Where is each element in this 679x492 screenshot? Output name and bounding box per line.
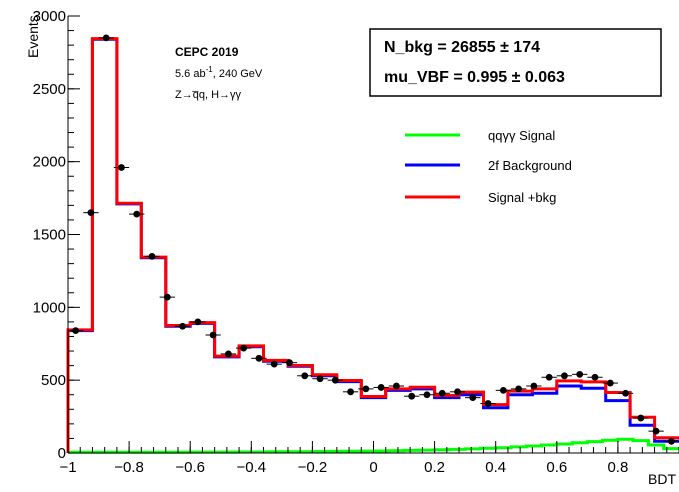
data-point xyxy=(163,293,171,301)
lumi-exponent: -1 xyxy=(206,65,214,74)
data-point xyxy=(194,318,202,326)
y-axis-title: Events xyxy=(25,15,41,58)
data-point xyxy=(316,375,324,383)
background-step-line xyxy=(66,37,679,453)
data-point xyxy=(499,386,507,394)
data-point xyxy=(408,392,416,400)
data-point xyxy=(118,164,125,171)
data-point xyxy=(148,252,156,260)
data-point xyxy=(591,373,599,381)
data-point xyxy=(637,414,645,422)
y-tick-label: 3000 xyxy=(33,8,66,25)
lumi-prefix: 5.6 ab xyxy=(175,68,206,80)
data-point xyxy=(209,331,217,339)
axes: −1 −0.8 −0.6 −0.4 −0.2 0 0.2 0.4 0.6 0.8 0 500 1000 1… xyxy=(33,8,679,476)
data-point xyxy=(652,427,660,435)
signal-step-line xyxy=(66,437,679,454)
stats-muvbf: mu_VBF = 0.995 ± 0.063 xyxy=(384,69,565,86)
data-point xyxy=(530,382,538,390)
x-tick-label: 0.2 xyxy=(424,459,445,476)
data-point xyxy=(667,437,675,445)
data-point xyxy=(576,370,584,378)
legend: qqγγ Signal 2f Background Signal +bkg xyxy=(405,128,572,205)
y-tick-label: 0 xyxy=(58,445,66,462)
background-histogram xyxy=(66,37,679,453)
data-point xyxy=(286,359,293,367)
stats-nbkg: N_bkg = 26855 ± 174 xyxy=(384,39,540,56)
data-point xyxy=(545,373,553,381)
data-point xyxy=(377,384,385,391)
data-point xyxy=(362,385,370,393)
x-tick-label: 0 xyxy=(369,459,377,476)
data-point xyxy=(561,372,568,380)
data-point xyxy=(454,388,461,396)
y-tick-label: 500 xyxy=(41,372,66,389)
data-point xyxy=(72,327,80,335)
x-tick-label: 0.6 xyxy=(546,459,567,476)
data-point xyxy=(393,382,400,390)
x-tick-label: −1 xyxy=(59,459,76,476)
lumi-suffix: , 240 GeV xyxy=(213,68,263,80)
lumi-label: 5.6 ab-1, 240 GeV xyxy=(175,65,263,80)
y-tick-label: 1000 xyxy=(33,299,66,316)
experiment-label: CEPC 2019 xyxy=(175,45,239,59)
y-tick-label: 2500 xyxy=(33,81,66,98)
legend-signal-label: qqγγ Signal xyxy=(488,128,555,143)
x-axis-title: BDT xyxy=(648,471,676,487)
legend-bkg-label: 2f Background xyxy=(488,158,572,173)
data-point xyxy=(270,360,278,368)
data-point xyxy=(606,379,614,387)
x-tick-label: 0.8 xyxy=(607,459,628,476)
signal-plus-bkg-step-line xyxy=(66,37,679,453)
data-point xyxy=(224,350,232,358)
data-point xyxy=(423,391,431,399)
data-point xyxy=(622,389,629,397)
data-point xyxy=(484,400,492,407)
data-point xyxy=(179,322,186,330)
y-tick-label: 2000 xyxy=(33,154,66,171)
data-point xyxy=(301,372,309,380)
process-label: Z→q̅q, H→γγ xyxy=(175,89,242,101)
data-point xyxy=(469,394,477,402)
y-tick-label: 1500 xyxy=(33,227,66,244)
data-point xyxy=(347,388,354,396)
data-point xyxy=(438,389,446,397)
x-tick-label: 0.4 xyxy=(485,459,506,476)
data-point xyxy=(331,376,339,384)
signal-histogram xyxy=(66,437,679,454)
data-point xyxy=(133,210,141,218)
x-tick-label: −0.2 xyxy=(298,459,328,476)
legend-sum-label: Signal +bkg xyxy=(488,190,556,205)
x-tick-label: −0.6 xyxy=(175,459,205,476)
data-point xyxy=(515,385,523,393)
x-tick-label: −0.8 xyxy=(114,459,144,476)
stats-box xyxy=(369,28,662,97)
data-point xyxy=(255,354,263,362)
data-point xyxy=(240,344,248,352)
data-point xyxy=(102,34,110,42)
data-point xyxy=(87,209,95,217)
x-tick-label: −0.4 xyxy=(236,459,266,476)
signal-plus-bkg-histogram xyxy=(66,37,679,453)
data-points xyxy=(68,34,679,445)
